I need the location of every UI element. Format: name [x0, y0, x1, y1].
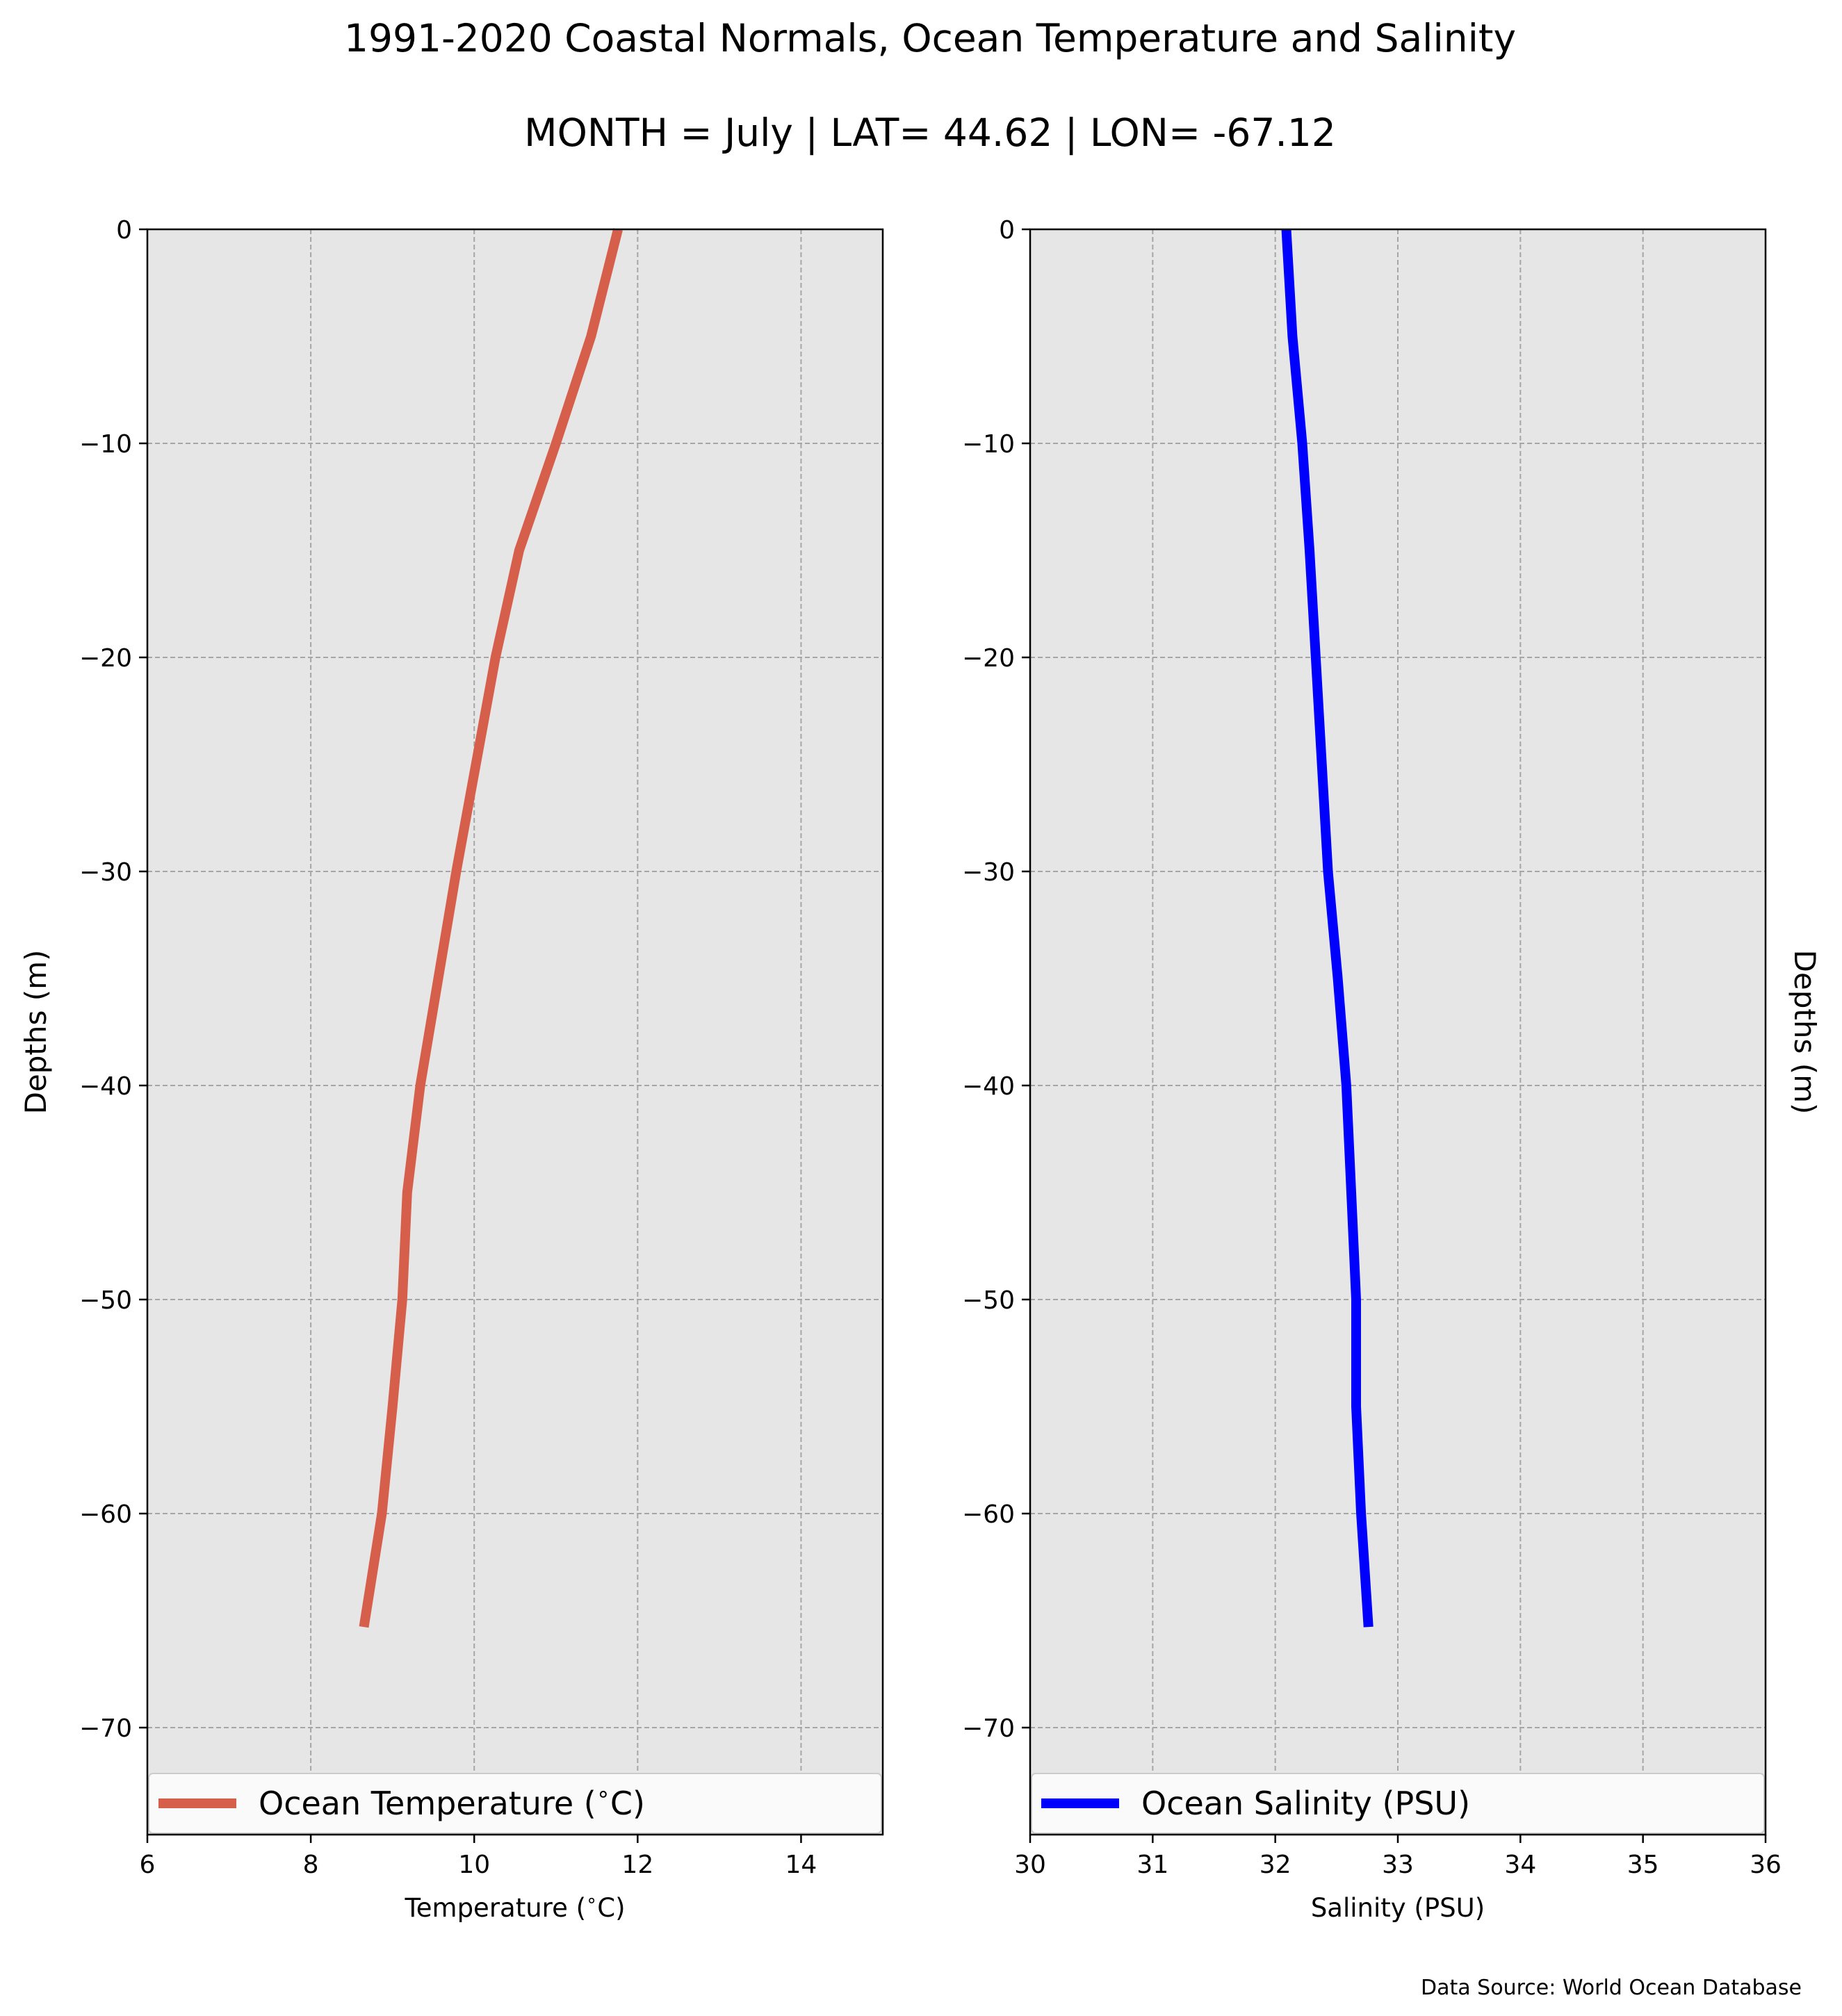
- figure-title: 1991-2020 Coastal Normals, Ocean Tempera…: [344, 16, 1516, 60]
- salinity-profile-panel: Ocean Salinity (PSU) 30 31 32 33 34 35 36 0 −10 −2…: [962, 216, 1822, 1923]
- y-tick-label: −30: [79, 858, 132, 887]
- y-tick-label: −20: [79, 644, 132, 673]
- y-tick-label: −40: [79, 1072, 132, 1101]
- y-tick-label: −30: [962, 858, 1015, 887]
- plot-area: [147, 229, 883, 1835]
- legend-frame: [148, 1773, 882, 1834]
- legend: Ocean Temperature (∘C): [148, 1773, 882, 1834]
- y-tick-label: −10: [962, 430, 1015, 459]
- x-tick-label: 10: [458, 1851, 490, 1879]
- y-axis-label: Depths (m): [19, 950, 53, 1115]
- y-tick-label: −60: [79, 1500, 132, 1529]
- y-tick-label: −40: [962, 1072, 1015, 1101]
- y-tick-label: −50: [962, 1286, 1015, 1315]
- axes-frame: [146, 228, 884, 1836]
- temperature-profile-panel: Ocean Temperature (∘C) 6 8 10 12 14 0 −10 −20 −30…: [19, 216, 884, 1923]
- x-tick-label: 6: [140, 1851, 156, 1879]
- series-line-0: [359, 228, 623, 1628]
- y-tick-label: −60: [962, 1500, 1015, 1529]
- y-tick-label: −70: [79, 1714, 132, 1743]
- x-tick-label: 8: [303, 1851, 319, 1879]
- data-source-note: Data Source: World Ocean Database: [1421, 1976, 1802, 2000]
- legend-frame: [1031, 1773, 1765, 1834]
- x-tick-label: 32: [1260, 1851, 1291, 1879]
- series-line-0: [1281, 229, 1374, 1628]
- x-tick-label: 36: [1750, 1851, 1782, 1879]
- x-tick-label: 14: [785, 1851, 817, 1879]
- x-tick-label: 35: [1627, 1851, 1659, 1879]
- y-tick-label: 0: [999, 216, 1015, 245]
- y-tick-label: −70: [962, 1714, 1015, 1743]
- x-tick-label: 30: [1014, 1851, 1046, 1879]
- x-tick-label: 31: [1136, 1851, 1168, 1879]
- figure-subtitle: MONTH = July | LAT= 44.62 | LON= -67.12: [524, 110, 1336, 156]
- legend: Ocean Salinity (PSU): [1031, 1773, 1765, 1834]
- y-tick-label: −50: [79, 1286, 132, 1315]
- x-tick-label: 12: [621, 1851, 653, 1879]
- x-axis-label: Temperature (∘C): [404, 1890, 625, 1923]
- x-axis-label: Salinity (PSU): [1311, 1893, 1485, 1923]
- y-tick-label: −20: [962, 644, 1015, 673]
- legend-label: Ocean Salinity (PSU): [1141, 1785, 1470, 1822]
- y-tick-label: −10: [79, 430, 132, 459]
- y-tick-label: 0: [116, 216, 132, 245]
- y-axis-label: Depths (m): [1788, 950, 1822, 1115]
- x-tick-label: 34: [1504, 1851, 1536, 1879]
- legend-label: Ocean Temperature (∘C): [259, 1780, 645, 1822]
- x-tick-label: 33: [1382, 1851, 1414, 1879]
